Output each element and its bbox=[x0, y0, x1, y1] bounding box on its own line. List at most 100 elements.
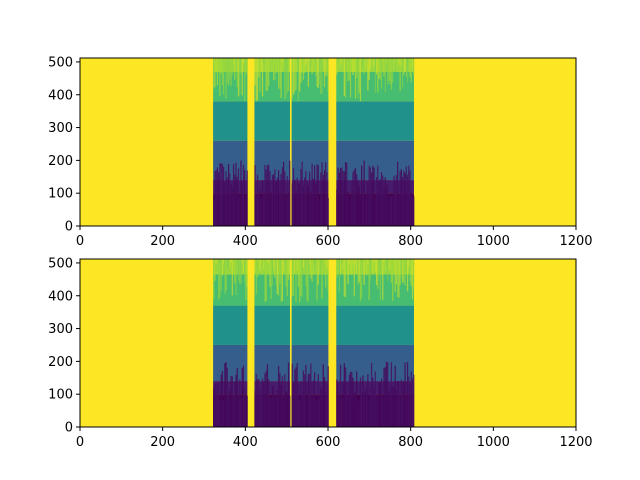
texture-strip bbox=[411, 378, 414, 427]
texture-strip bbox=[315, 184, 317, 226]
texture-strip bbox=[265, 370, 267, 427]
x-tick-label: 600 bbox=[316, 234, 341, 249]
y-tick-label: 500 bbox=[48, 55, 73, 70]
texture-strip bbox=[321, 389, 323, 427]
texture-strip bbox=[372, 259, 374, 274]
texture-strip bbox=[398, 381, 400, 427]
texture-strip bbox=[344, 58, 347, 99]
active-segment bbox=[213, 58, 248, 226]
texture-strip bbox=[406, 259, 409, 292]
texture-strip bbox=[277, 365, 280, 427]
texture-strip bbox=[224, 259, 226, 295]
texture-strip bbox=[265, 58, 267, 91]
texture-strip bbox=[219, 399, 221, 427]
texture-strip bbox=[325, 58, 327, 77]
texture-strip bbox=[400, 169, 402, 226]
texture-strip bbox=[403, 170, 405, 226]
texture-strip bbox=[244, 58, 246, 101]
texture-strip bbox=[220, 163, 222, 226]
texture-strip bbox=[225, 362, 227, 427]
texture-strip bbox=[297, 183, 300, 226]
texture-strip bbox=[230, 375, 232, 427]
texture-strip bbox=[289, 395, 291, 427]
texture-strip bbox=[390, 362, 393, 427]
texture-strip bbox=[268, 379, 270, 427]
texture-strip bbox=[268, 259, 270, 264]
texture-strip bbox=[370, 362, 373, 427]
texture-strip bbox=[341, 58, 343, 65]
texture-strip bbox=[363, 160, 365, 226]
texture-strip bbox=[236, 367, 238, 427]
texture-strip bbox=[229, 173, 231, 226]
active-segment bbox=[291, 259, 329, 427]
texture-strip bbox=[385, 58, 388, 65]
texture-strip bbox=[405, 58, 407, 78]
texture-strip bbox=[378, 259, 380, 274]
texture-strip bbox=[223, 58, 225, 95]
texture-strip bbox=[317, 165, 319, 226]
texture-strip bbox=[241, 181, 243, 226]
texture-strip bbox=[227, 163, 230, 226]
spectrogram-panel-top: 0 200 400 600 800 1000 1200 0 100 200 300 400 500 bbox=[48, 55, 592, 249]
x-tick-label: 800 bbox=[398, 435, 423, 450]
texture-strip bbox=[359, 58, 362, 102]
x-tick-label: 0 bbox=[76, 234, 84, 249]
texture-strip bbox=[399, 395, 401, 427]
texture-strip bbox=[234, 58, 236, 80]
intensity-band bbox=[254, 305, 290, 345]
texture-strip bbox=[395, 58, 398, 64]
texture-strip bbox=[382, 58, 384, 62]
texture-strip bbox=[380, 58, 383, 89]
texture-strip bbox=[223, 259, 225, 264]
texture-strip bbox=[325, 259, 327, 288]
x-tick-label: 1000 bbox=[477, 234, 510, 249]
texture-strip bbox=[347, 397, 349, 427]
texture-strip bbox=[362, 183, 364, 226]
texture-strip bbox=[264, 259, 266, 303]
texture-strip bbox=[375, 177, 378, 226]
texture-strip bbox=[275, 58, 277, 74]
texture-strip bbox=[286, 175, 288, 226]
texture-strip bbox=[299, 400, 301, 427]
texture-strip bbox=[236, 58, 238, 88]
texture-strip bbox=[368, 58, 370, 81]
texture-strip bbox=[380, 259, 383, 267]
texture-strip bbox=[341, 167, 343, 226]
texture-strip bbox=[220, 58, 222, 74]
texture-strip bbox=[241, 367, 243, 427]
intensity-band bbox=[336, 305, 414, 345]
texture-strip bbox=[224, 58, 226, 62]
texture-strip bbox=[375, 58, 378, 75]
texture-strip bbox=[270, 191, 272, 226]
texture-strip bbox=[213, 259, 215, 300]
texture-strip bbox=[408, 259, 410, 267]
texture-strip bbox=[255, 373, 257, 427]
texture-strip bbox=[292, 383, 295, 427]
texture-strip bbox=[216, 167, 219, 226]
texture-strip bbox=[240, 398, 242, 427]
texture-strip bbox=[361, 58, 363, 69]
texture-strip bbox=[312, 259, 314, 275]
texture-strip bbox=[379, 58, 381, 80]
active-segment bbox=[254, 58, 291, 226]
texture-strip bbox=[383, 259, 385, 263]
texture-strip bbox=[389, 386, 391, 427]
texture-strip bbox=[213, 58, 215, 89]
texture-strip bbox=[215, 383, 217, 427]
texture-strip bbox=[297, 58, 300, 102]
texture-strip bbox=[313, 165, 316, 226]
texture-strip bbox=[348, 374, 350, 427]
texture-strip bbox=[373, 167, 375, 226]
texture-strip bbox=[380, 378, 383, 427]
texture-strip bbox=[260, 197, 262, 226]
texture-strip bbox=[254, 391, 256, 427]
texture-strip bbox=[235, 162, 237, 226]
texture-strip bbox=[351, 372, 353, 427]
texture-strip bbox=[299, 183, 301, 226]
texture-strip bbox=[370, 58, 373, 71]
texture-strip bbox=[237, 259, 240, 281]
texture-strip bbox=[213, 199, 215, 226]
texture-strip bbox=[246, 58, 248, 72]
texture-strip bbox=[363, 391, 365, 427]
texture-strip bbox=[302, 186, 305, 226]
